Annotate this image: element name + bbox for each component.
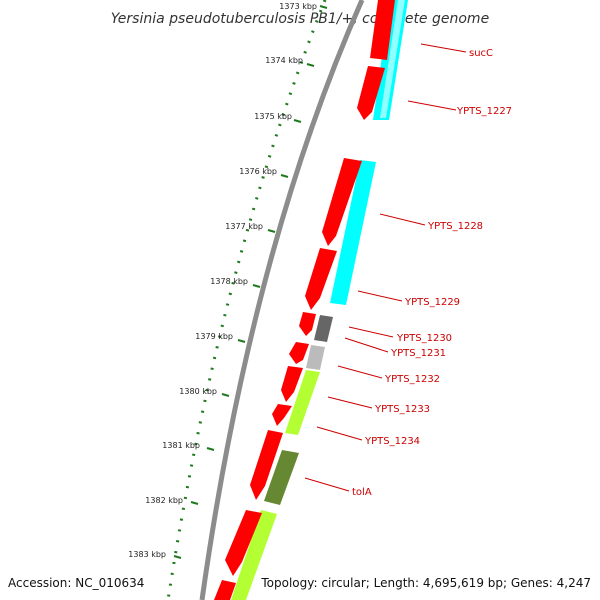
- gene-label: YPTS_1232: [384, 374, 440, 385]
- cog-category-ring: [231, 0, 408, 600]
- gene-tolA: [225, 510, 262, 576]
- leader-line: [420, 43, 467, 53]
- genome-title: Yersinia pseudotuberculosis PB1/+, compl…: [111, 11, 489, 27]
- ruler-tick-label: 1374 kbp: [265, 56, 303, 65]
- kbp-ruler: [166, 0, 327, 600]
- leader-line: [316, 426, 363, 441]
- ruler-tick-label: 1377 kbp: [225, 222, 263, 231]
- gene-YPTS_1231: [289, 342, 309, 364]
- topology-label: Topology: circular; Length: 4,695,619 bp…: [260, 576, 591, 590]
- ruler-tick: [173, 555, 182, 559]
- cog-segment: [285, 370, 320, 435]
- gene-YPTS_1232: [281, 366, 303, 402]
- gene-label: tolA: [352, 487, 372, 498]
- leader-line: [304, 477, 350, 492]
- ruler-tick: [252, 284, 261, 288]
- ruler-tick-label: 1383 kbp: [128, 550, 166, 559]
- gene-label: YPTS_1227: [456, 106, 512, 117]
- leader-line: [348, 326, 394, 338]
- gene-YPTS_1230: [299, 312, 316, 336]
- gene-unlabeled: [214, 580, 236, 600]
- leader-line: [327, 396, 373, 409]
- gene-YPTS_1227: [357, 66, 385, 120]
- ruler-tick: [280, 174, 289, 178]
- cog-segment: [231, 510, 277, 600]
- cog-segment: [264, 450, 299, 505]
- gene-sucC: [370, 0, 395, 60]
- ruler-ticks: 1373 kbp 1374 kbp 1375 kbp 1376 kbp 1377…: [128, 2, 328, 559]
- ruler-tick-label: 1378 kbp: [210, 277, 248, 286]
- leader-line: [379, 213, 426, 226]
- ruler-tick: [221, 393, 230, 397]
- gene-label: sucC: [469, 48, 493, 59]
- ruler-tick: [306, 63, 315, 67]
- gene-YPTS_1234: [250, 430, 283, 500]
- cds-features: [214, 0, 395, 600]
- cog-segment: [306, 345, 325, 370]
- gene-YPTS_1228: [322, 158, 362, 246]
- ruler-tick: [206, 447, 215, 451]
- leader-line: [337, 365, 383, 379]
- cog-segment: [314, 315, 333, 342]
- leader-line: [357, 290, 403, 302]
- gene-label: YPTS_1234: [364, 436, 420, 447]
- genome-backbone: [199, 0, 365, 600]
- gene-label: YPTS_1228: [427, 221, 483, 232]
- gene-label: YPTS_1230: [396, 333, 452, 344]
- gene-labels: sucC YPTS_1227 YPTS_1228 YPTS_1229 YPTS_…: [352, 48, 512, 498]
- gene-label: YPTS_1233: [374, 404, 430, 415]
- leader-line: [407, 100, 457, 111]
- ruler-tick: [267, 229, 276, 233]
- ruler-tick-label: 1375 kbp: [254, 112, 292, 121]
- cog-segment: [330, 160, 376, 305]
- cog-segment-highlight: [380, 0, 405, 118]
- ruler-tick-label: 1379 kbp: [195, 332, 233, 341]
- ruler-tick: [293, 119, 302, 123]
- ruler-tick-label: 1373 kbp: [279, 2, 317, 11]
- gene-label: YPTS_1229: [404, 297, 460, 308]
- ruler-tick-label: 1376 kbp: [239, 167, 277, 176]
- ruler-tick: [237, 339, 246, 343]
- ruler-tick-label: 1382 kbp: [145, 496, 183, 505]
- ruler-tick: [319, 5, 328, 9]
- ruler-tick-label: 1381 kbp: [162, 441, 200, 450]
- gene-YPTS_1229: [305, 248, 337, 310]
- leader-line: [344, 337, 389, 353]
- accession-label: Accession: NC_010634: [8, 576, 144, 590]
- ruler-tick-label: 1380 kbp: [179, 387, 217, 396]
- label-leaders: [304, 43, 467, 492]
- gene-YPTS_1233: [272, 404, 292, 426]
- gene-label: YPTS_1231: [390, 348, 446, 359]
- ruler-tick: [190, 501, 199, 505]
